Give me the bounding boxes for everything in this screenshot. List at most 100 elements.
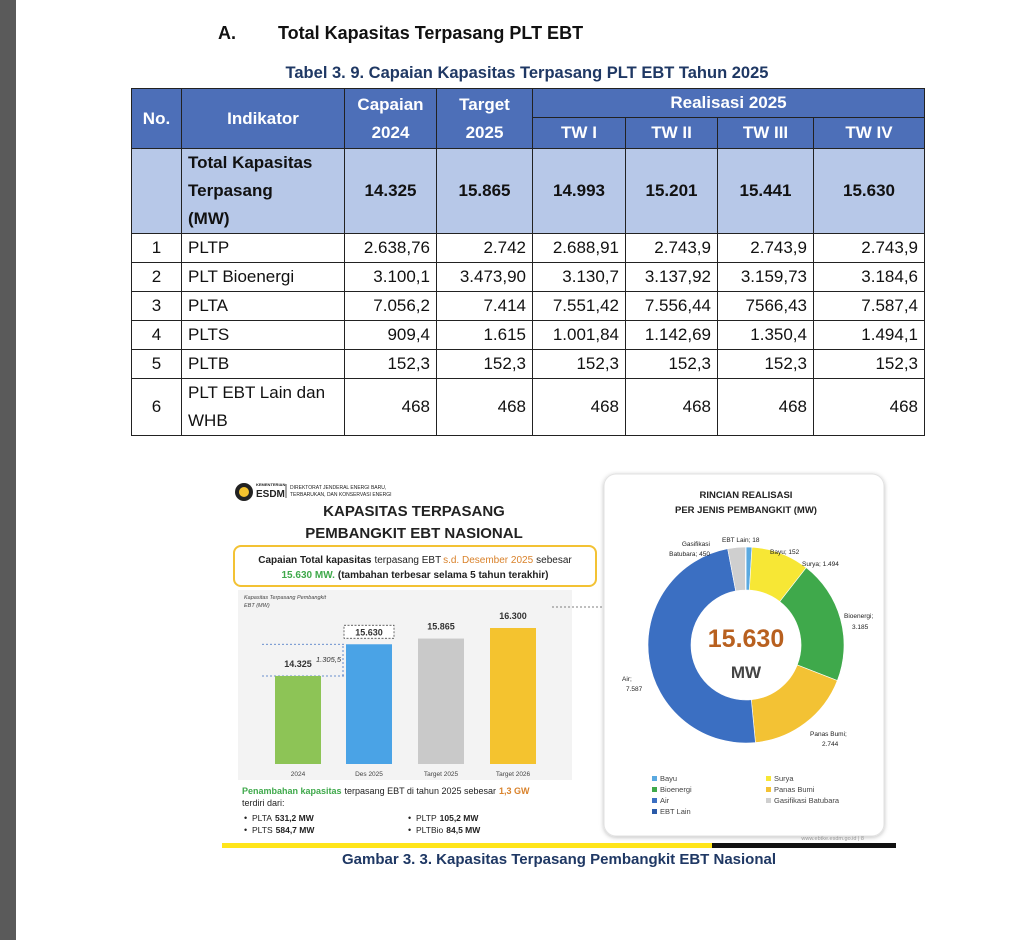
- row-value: 152,3: [344, 349, 437, 379]
- row-value: 468: [812, 378, 926, 436]
- data-row: 6 PLT EBT Lain dan WHB 468 468 468 468 468 468: [131, 378, 926, 436]
- row-number: 4: [131, 320, 182, 350]
- footer-band: [222, 843, 712, 848]
- infographic-title: PEMBANGKIT EBT NASIONAL: [305, 525, 523, 542]
- donut-title: RINCIAN REALISASI: [700, 490, 793, 501]
- row-value: 1.142,69: [625, 320, 718, 350]
- legend-swatch: [652, 787, 657, 792]
- logo-unit: DIREKTORAT JENDERAL ENERGI BARU,: [290, 485, 386, 491]
- callout-text: sebesar: [536, 555, 572, 566]
- slice-label: Air;: [622, 676, 632, 683]
- table-caption: Tabel 3. 9. Capaian Kapasitas Terpasang …: [285, 64, 769, 82]
- logo-emblem-inner: [239, 487, 249, 497]
- row-value: 1.350,4: [717, 320, 814, 350]
- footer-band: [712, 843, 896, 848]
- total-cell: [131, 148, 182, 234]
- item-name: PLTP: [416, 813, 437, 823]
- header-line: Capaian: [357, 94, 424, 114]
- figure-caption: Gambar 3. 3. Kapasitas Terpasang Pembang…: [341, 851, 777, 868]
- callout-text: terpasang EBT: [374, 555, 441, 566]
- bar: [490, 628, 536, 764]
- value-label: 14.325: [284, 659, 312, 669]
- value-label: 15.630: [355, 627, 383, 637]
- total-value: 15.441: [717, 148, 814, 234]
- legend-label: Bioenergi: [660, 785, 692, 794]
- legend-swatch: [766, 787, 771, 792]
- donut-center-unit: MW: [731, 663, 762, 682]
- row-value: 2.743,9: [717, 233, 814, 263]
- item-value: 584,7 MW: [276, 825, 316, 835]
- item-name: PLTA: [252, 813, 272, 823]
- x-tick-label: 2024: [291, 771, 306, 778]
- bullet: •: [244, 813, 247, 823]
- data-row: 1 PLTP 2.638,76 2.742 2.688,91 2.743,9 2.743,9…: [131, 233, 926, 263]
- donut-title: PER JENIS PEMBANGKIT (MW): [675, 505, 817, 516]
- donut-slice: [647, 548, 756, 744]
- header-line: 2025: [465, 122, 504, 142]
- bar: [418, 638, 464, 764]
- header-cell: Indikator: [181, 88, 345, 149]
- legend-swatch: [766, 776, 771, 781]
- total-label-line: (MW): [188, 209, 230, 228]
- summary-text: 1,3 GW: [499, 786, 530, 796]
- row-value: 1.615: [436, 320, 533, 350]
- row-value: 3.137,92: [625, 262, 718, 292]
- item-name: PLTS: [252, 825, 273, 835]
- slice-label: Panas Bumi;: [810, 731, 847, 738]
- x-tick-label: Des 2025: [355, 771, 383, 778]
- row-value: 1.001,84: [532, 320, 626, 350]
- callout-text: (tambahan terbesar selama 5 tahun terakh…: [338, 570, 549, 581]
- row-value: 152,3: [812, 349, 926, 379]
- bar: [346, 644, 392, 764]
- row-value: 152,3: [625, 349, 718, 379]
- summary-item: PLTBio 84,5 MW: [416, 825, 481, 835]
- legend-label: Surya: [774, 774, 794, 783]
- slice-label: Bioenergi;: [844, 613, 873, 620]
- row-value: 7.414: [436, 291, 533, 321]
- value-label-box: [343, 624, 395, 639]
- summary-text: Penambahan kapasitas: [242, 786, 342, 796]
- bar: [275, 675, 321, 764]
- row-value: 7566,43: [717, 291, 814, 321]
- total-value: 14.325: [344, 148, 437, 234]
- footer-url: www.ebtke.esdm.go.id | 8: [800, 836, 864, 842]
- legend-label: Air: [660, 796, 670, 805]
- row-value: 7.556,44: [625, 291, 718, 321]
- row-label: PLTB: [181, 349, 345, 379]
- donut-slice: [744, 546, 747, 591]
- callout-line: 15.630 MW. (tambahan terbesar selama 5 ta…: [282, 570, 549, 581]
- y-axis-label: Kapasitas Terpasang Pembangkit: [244, 595, 327, 601]
- row-value: 468: [532, 378, 626, 436]
- total-row: Total Kapasitas Terpasang (MW) 14.325 15.865…: [131, 148, 926, 234]
- row-number: 1: [131, 233, 182, 263]
- total-value: 15.865: [436, 148, 533, 234]
- data-row: 2 PLT Bioenergi 3.100,1 3.473,90 3.130,7 3.13…: [131, 262, 926, 292]
- data-row: 3 PLTA 7.056,2 7.414 7.551,42 7.556,44 7566,43…: [131, 291, 926, 321]
- legend-swatch: [652, 809, 657, 814]
- slice-label: EBT Lain; 18: [722, 537, 760, 544]
- bullet: •: [244, 825, 247, 835]
- slice-label: Batubara; 450: [669, 551, 710, 558]
- summary-item: PLTA 531,2 MW: [252, 813, 315, 823]
- annotation: 1.305,5: [316, 655, 342, 664]
- header-cell: TW IV: [812, 117, 926, 149]
- row-value: 2.743,9: [625, 233, 718, 263]
- row-value: 7.551,42: [532, 291, 626, 321]
- logo-ministry: KEMENTERIAN: [256, 482, 285, 487]
- y-axis-label: EBT (MW): [244, 603, 270, 609]
- row-label: PLTA: [181, 291, 345, 321]
- slice-label: 2.744: [822, 741, 839, 748]
- row-value: 468: [344, 378, 437, 436]
- side-strip: [0, 0, 16, 940]
- callout-line: Capaian Total kapasitas terpasang EBT s.d.…: [258, 555, 572, 566]
- row-value: 3.100,1: [344, 262, 437, 292]
- header-line: Target: [459, 94, 510, 114]
- row-number: 3: [131, 291, 182, 321]
- summary-text: terpasang EBT di tahun 2025 sebesar: [345, 786, 496, 796]
- row-value: 3.184,6: [812, 262, 926, 292]
- row-value: 1.494,1: [812, 320, 926, 350]
- legend-swatch: [652, 776, 657, 781]
- row-value: 2.638,76: [344, 233, 437, 263]
- logo-abbr: ESDM: [256, 489, 285, 500]
